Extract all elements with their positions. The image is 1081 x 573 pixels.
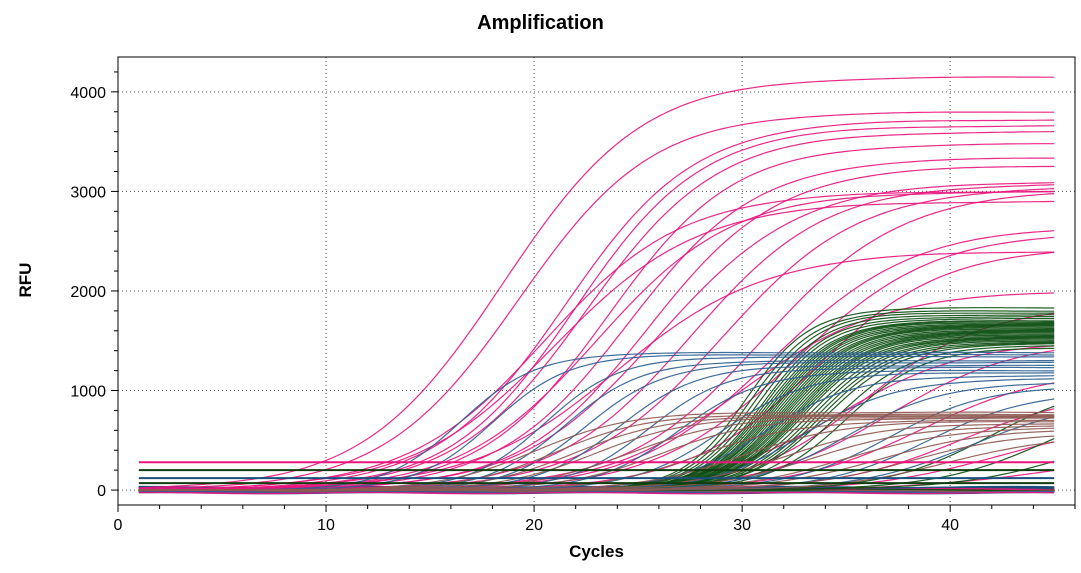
amplification-curve-pink: [138, 76, 1055, 489]
y-tick-label: 2000: [70, 284, 106, 301]
amplification-curve-pink: [138, 131, 1055, 491]
amplification-curve-brown: [138, 441, 1055, 491]
x-tick-label: 10: [317, 517, 335, 534]
x-tick-label: 40: [941, 517, 959, 534]
plot-frame: [117, 56, 1076, 506]
amplification-curve-pink: [138, 251, 1055, 490]
series-layer: [138, 76, 1055, 495]
chart-title: Amplification: [477, 12, 604, 34]
y-tick-label: 1000: [70, 384, 106, 401]
amplification-curve-pink: [138, 119, 1055, 490]
baseline-trace: [138, 490, 1055, 494]
x-tick-label: 0: [114, 517, 123, 534]
y-tick-label: 0: [97, 483, 106, 500]
y-tick-label: 4000: [70, 85, 106, 102]
amplification-curve-blue: [138, 351, 1055, 491]
x-axis-label: Cycles: [569, 542, 624, 561]
baseline-trace: [138, 491, 1055, 495]
x-tick-label: 20: [525, 517, 543, 534]
amplification-curve-pink: [138, 190, 1055, 491]
y-tick-label: 3000: [70, 184, 106, 201]
plot-background: [118, 57, 1075, 505]
x-tick-label: 30: [733, 517, 751, 534]
